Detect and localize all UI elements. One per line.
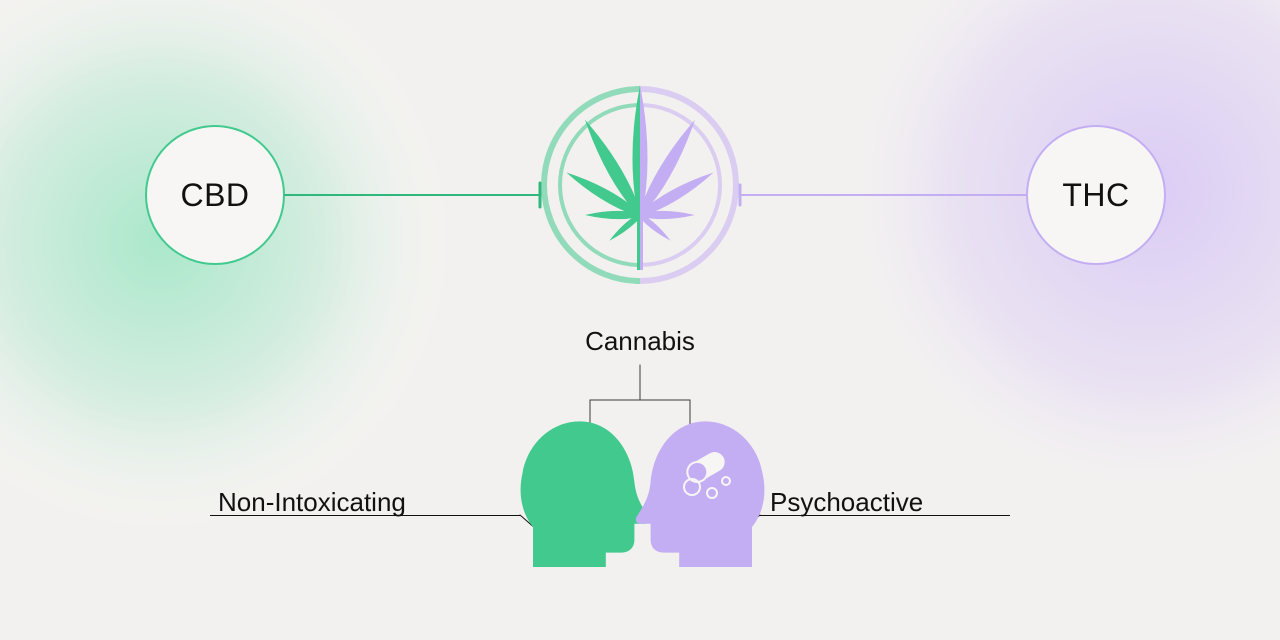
diagram-stage: CBD THC: [0, 0, 1280, 640]
head-left-icon: [521, 421, 650, 567]
head-right-icon: [636, 421, 765, 567]
non-intoxicating-label: Non-Intoxicating: [210, 485, 520, 516]
heads-svg: [0, 0, 1280, 640]
psychoactive-text: Psychoactive: [770, 487, 923, 520]
non-intoxicating-text: Non-Intoxicating: [218, 487, 406, 520]
psychoactive-label: Psychoactive: [760, 485, 1010, 516]
